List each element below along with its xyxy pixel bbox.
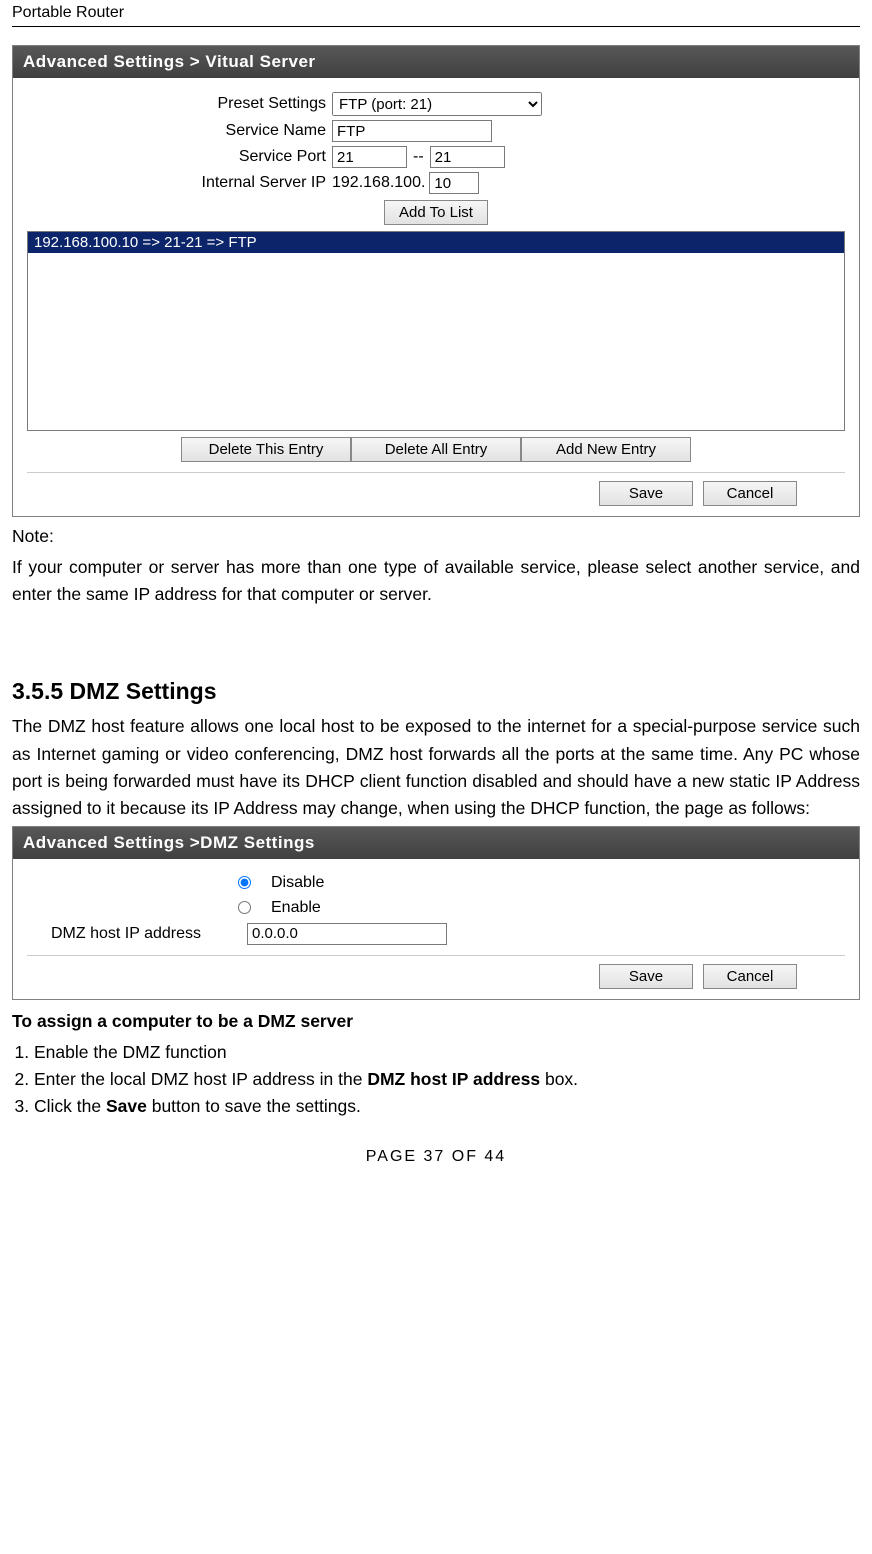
virtual-server-panel: Advanced Settings > Vitual Server Preset… bbox=[12, 45, 860, 517]
preset-settings-row: Preset Settings FTP (port: 21) bbox=[27, 92, 845, 116]
service-port-row: Service Port -- bbox=[27, 146, 845, 168]
section-intro: The DMZ host feature allows one local ho… bbox=[12, 713, 860, 822]
dmz-separator bbox=[27, 955, 845, 956]
document-header: Portable Router bbox=[12, 0, 860, 27]
add-new-entry-button[interactable]: Add New Entry bbox=[521, 437, 691, 462]
service-name-row: Service Name bbox=[27, 120, 845, 142]
port-to-input[interactable] bbox=[430, 146, 505, 168]
port-separator: -- bbox=[413, 148, 424, 166]
ip-last-octet-input[interactable] bbox=[429, 172, 479, 194]
section-heading: 3.5.5 DMZ Settings bbox=[12, 678, 860, 705]
note-label: Note: bbox=[12, 523, 860, 550]
dmz-cancel-button[interactable]: Cancel bbox=[703, 964, 797, 989]
dmz-save-cancel-row: Save Cancel bbox=[27, 964, 845, 989]
delete-this-entry-button[interactable]: Delete This Entry bbox=[181, 437, 351, 462]
assign-heading: To assign a computer to be a DMZ server bbox=[12, 1008, 860, 1035]
page-footer: PAGE 37 OF 44 bbox=[12, 1148, 860, 1166]
port-from-input[interactable] bbox=[332, 146, 407, 168]
preset-settings-select[interactable]: FTP (port: 21) bbox=[332, 92, 542, 116]
list-item[interactable]: 192.168.100.10 => 21-21 => FTP bbox=[28, 232, 844, 253]
entries-listbox[interactable]: 192.168.100.10 => 21-21 => FTP bbox=[27, 231, 845, 431]
ip-prefix: 192.168.100. bbox=[332, 174, 425, 192]
note-text: If your computer or server has more than… bbox=[12, 554, 860, 608]
step-2: Enter the local DMZ host IP address in t… bbox=[34, 1066, 860, 1093]
dmz-ip-label: DMZ host IP address bbox=[27, 925, 247, 943]
list-buttons-row: Delete This Entry Delete All Entry Add N… bbox=[27, 437, 845, 462]
dmz-enable-radio[interactable] bbox=[238, 901, 251, 914]
save-cancel-row: Save Cancel bbox=[27, 481, 845, 506]
panel-title: Advanced Settings > Vitual Server bbox=[13, 46, 859, 78]
dmz-ip-input[interactable] bbox=[247, 923, 447, 945]
dmz-ip-row: DMZ host IP address bbox=[27, 923, 845, 945]
dmz-disable-row: Disable bbox=[215, 873, 845, 894]
internal-ip-row: Internal Server IP 192.168.100. bbox=[27, 172, 845, 194]
add-to-list-button[interactable]: Add To List bbox=[384, 200, 488, 225]
step-1: Enable the DMZ function bbox=[34, 1039, 860, 1066]
dmz-enable-row: Enable bbox=[215, 898, 845, 919]
dmz-settings-panel: Advanced Settings >DMZ Settings Disable … bbox=[12, 826, 860, 1000]
delete-all-entry-button[interactable]: Delete All Entry bbox=[351, 437, 521, 462]
dmz-enable-label: Enable bbox=[271, 899, 321, 917]
step-3: Click the Save button to save the settin… bbox=[34, 1093, 860, 1120]
dmz-save-button[interactable]: Save bbox=[599, 964, 693, 989]
save-button[interactable]: Save bbox=[599, 481, 693, 506]
dmz-disable-label: Disable bbox=[271, 874, 324, 892]
preset-settings-label: Preset Settings bbox=[27, 95, 332, 113]
assign-steps-list: Enable the DMZ function Enter the local … bbox=[12, 1039, 860, 1120]
service-name-label: Service Name bbox=[27, 122, 332, 140]
dmz-disable-radio[interactable] bbox=[238, 876, 251, 889]
internal-ip-label: Internal Server IP bbox=[27, 174, 332, 192]
dmz-panel-title: Advanced Settings >DMZ Settings bbox=[13, 827, 859, 859]
service-name-input[interactable] bbox=[332, 120, 492, 142]
separator bbox=[27, 472, 845, 473]
service-port-label: Service Port bbox=[27, 148, 332, 166]
cancel-button[interactable]: Cancel bbox=[703, 481, 797, 506]
